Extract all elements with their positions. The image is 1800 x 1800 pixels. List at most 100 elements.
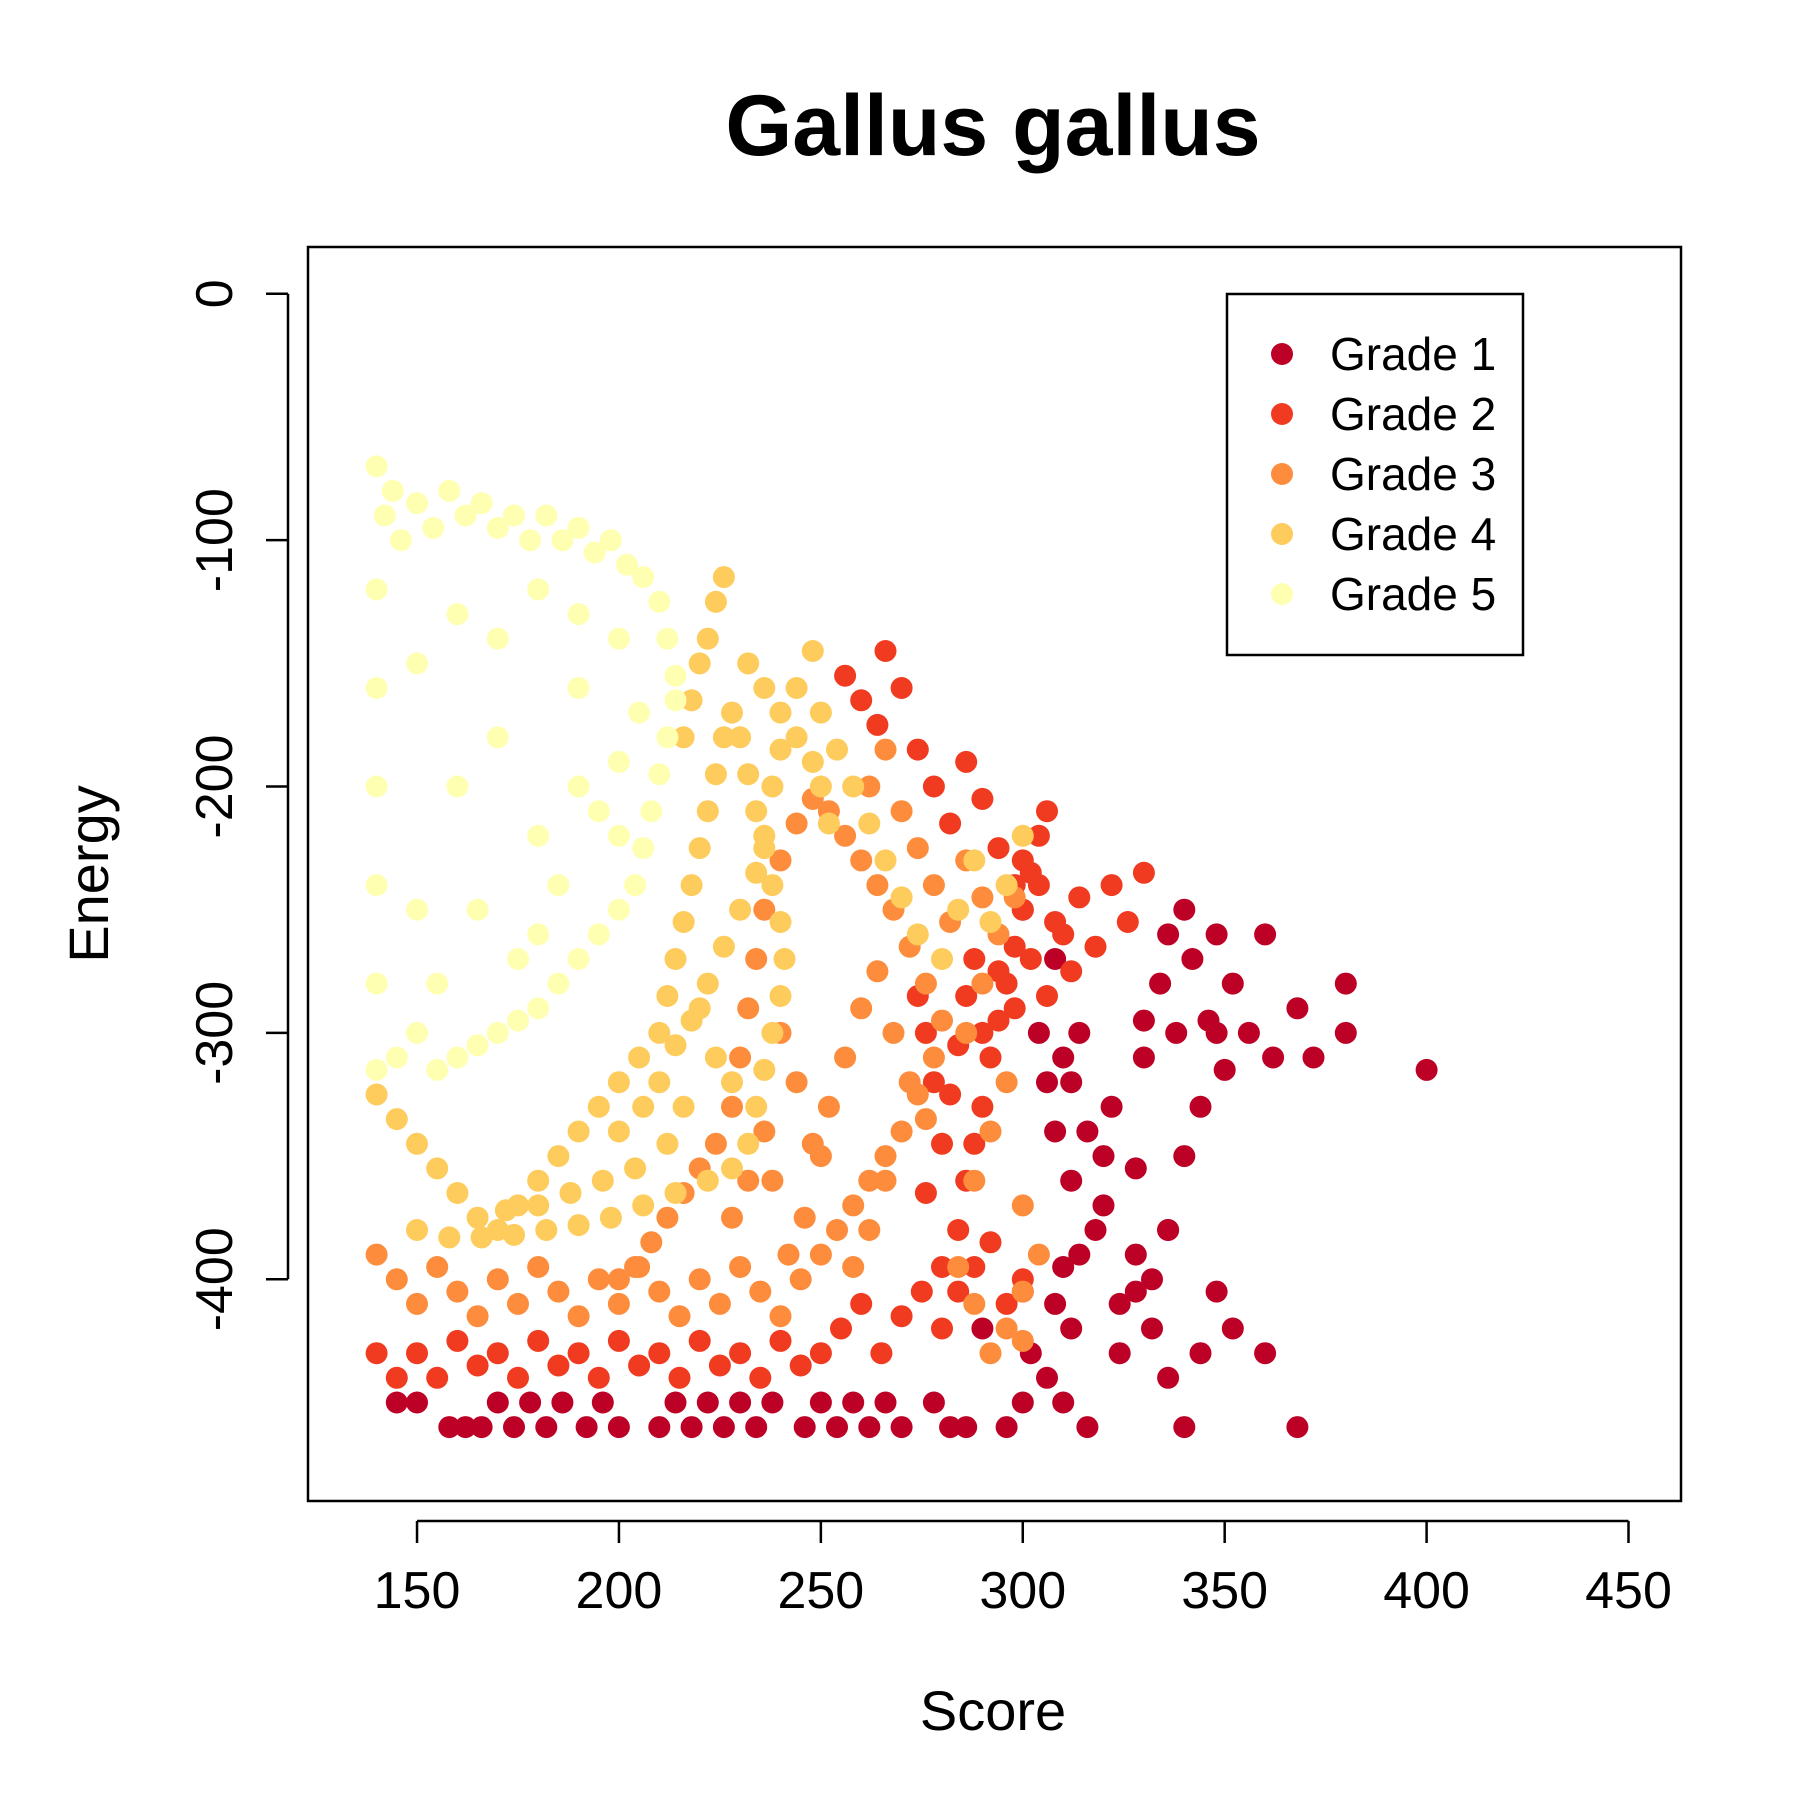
data-point — [1044, 911, 1067, 933]
data-point — [575, 1416, 598, 1439]
data-point — [466, 1354, 489, 1377]
data-point — [470, 1226, 493, 1249]
data-point — [1092, 1145, 1115, 1168]
data-point — [547, 1354, 570, 1377]
data-point — [858, 1416, 881, 1439]
data-point — [826, 1219, 848, 1241]
data-point — [587, 923, 610, 946]
data-point — [607, 750, 630, 773]
data-point — [826, 1416, 848, 1439]
data-point — [1052, 1391, 1075, 1414]
plot-frame — [306, 245, 1683, 1503]
data-point — [547, 972, 570, 995]
data-point — [607, 824, 630, 847]
x-axis: 150 200 250 300 350 400 450 — [374, 1519, 1672, 1620]
data-point — [1084, 1219, 1107, 1241]
data-point — [628, 1354, 651, 1377]
series-grade-5 — [365, 455, 687, 1081]
data-point — [1011, 1194, 1034, 1217]
x-tick-label: 450 — [1585, 1562, 1672, 1620]
data-point — [939, 812, 962, 835]
data-point — [438, 1416, 461, 1439]
data-point — [373, 504, 396, 527]
data-point — [656, 627, 679, 650]
data-point — [773, 948, 796, 970]
data-point — [737, 763, 760, 786]
data-point — [1100, 1095, 1123, 1118]
data-point — [1036, 1071, 1058, 1094]
data-point — [745, 948, 768, 970]
data-point — [882, 1021, 905, 1044]
data-point — [817, 1095, 840, 1118]
data-point — [745, 800, 768, 823]
data-point — [486, 1021, 509, 1044]
data-point — [527, 997, 550, 1020]
data-point — [583, 541, 606, 564]
data-point — [389, 529, 412, 552]
data-point — [704, 590, 727, 613]
data-point — [547, 1280, 570, 1303]
data-point — [664, 1182, 687, 1204]
data-point — [842, 775, 865, 798]
data-point — [753, 824, 776, 847]
data-point — [971, 972, 994, 995]
data-point — [648, 1280, 671, 1303]
data-point — [1181, 948, 1204, 970]
data-point — [1141, 1268, 1163, 1291]
data-point — [406, 1292, 428, 1315]
data-point — [365, 874, 388, 897]
data-point — [737, 1169, 760, 1192]
data-point — [535, 1219, 558, 1241]
data-point — [963, 1292, 986, 1315]
data-point — [947, 1256, 970, 1278]
data-point — [454, 1416, 477, 1439]
data-point — [1011, 824, 1034, 847]
data-point — [850, 849, 873, 872]
data-point — [1003, 997, 1026, 1020]
data-point — [1141, 1317, 1163, 1340]
data-point — [607, 898, 630, 921]
data-point — [708, 1354, 731, 1377]
data-point — [446, 1329, 469, 1352]
legend-label: Grade 2 — [1330, 388, 1496, 440]
data-point — [906, 923, 929, 946]
data-point — [712, 566, 735, 589]
data-point — [551, 1391, 574, 1414]
data-point — [1011, 1280, 1034, 1303]
legend-label: Grade 5 — [1330, 568, 1496, 620]
data-point — [680, 1009, 703, 1032]
data-point — [567, 1120, 590, 1143]
data-point — [1084, 935, 1107, 958]
data-point — [664, 689, 687, 712]
data-point — [1108, 1342, 1131, 1365]
data-point — [801, 640, 824, 662]
data-point — [616, 553, 638, 576]
data-point — [446, 603, 469, 626]
data-point — [1019, 948, 1042, 970]
data-point — [704, 1132, 727, 1155]
data-point — [809, 1391, 832, 1414]
data-point — [769, 849, 792, 872]
data-point — [656, 1132, 679, 1155]
data-point — [785, 726, 808, 749]
series-grade-3 — [365, 738, 1050, 1365]
x-tick-label: 300 — [979, 1562, 1066, 1620]
data-point — [426, 1366, 449, 1389]
data-point — [914, 1108, 937, 1131]
data-point — [1068, 1243, 1091, 1266]
data-point — [607, 627, 630, 650]
data-point — [680, 689, 703, 712]
data-point — [874, 1145, 897, 1168]
data-point — [914, 1182, 937, 1204]
data-point — [426, 1256, 449, 1278]
y-tick-label: -400 — [186, 1227, 244, 1331]
data-point — [470, 1416, 493, 1439]
data-point — [1415, 1058, 1438, 1081]
data-point — [870, 1342, 893, 1365]
data-point — [858, 775, 881, 798]
data-point — [365, 1342, 388, 1365]
data-point — [446, 1182, 469, 1204]
y-axis-label: Energy — [57, 785, 120, 962]
data-point — [1149, 972, 1172, 995]
